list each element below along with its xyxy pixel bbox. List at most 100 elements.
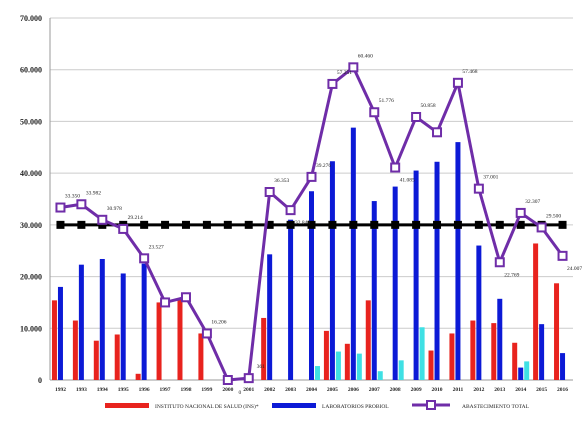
x-tick-label: 2015 — [536, 387, 547, 393]
x-tick-label: 1993 — [76, 387, 87, 393]
bar — [539, 324, 545, 380]
data-label: 33.350 — [65, 194, 80, 200]
bar — [476, 245, 482, 380]
data-label: 37.001 — [483, 175, 498, 181]
bar — [309, 191, 314, 380]
total-marker — [390, 162, 401, 173]
reference-marker — [516, 220, 525, 229]
y-tick-label: 40.000 — [20, 169, 42, 178]
data-label: 50.858 — [421, 103, 436, 109]
reference-marker — [202, 220, 211, 229]
reference-marker — [77, 220, 86, 229]
bar — [434, 161, 440, 380]
reference-marker — [349, 220, 358, 229]
y-tick-label: 60.000 — [20, 66, 42, 75]
bar — [518, 367, 524, 380]
bar — [356, 353, 362, 380]
data-label: 23.527 — [149, 244, 164, 250]
y-tick-label: 50.000 — [20, 117, 42, 126]
total-marker — [306, 171, 317, 182]
reference-marker — [433, 220, 442, 229]
bar — [261, 317, 267, 380]
data-label: 41.085 — [400, 178, 415, 184]
legend-line-marker — [426, 400, 436, 410]
x-tick-label: 1999 — [201, 387, 212, 393]
reference-marker — [286, 220, 295, 229]
bar — [198, 333, 204, 380]
x-tick-label: 2002 — [264, 387, 275, 393]
x-tick-label: 2004 — [306, 387, 317, 393]
x-tick-label: 2016 — [557, 387, 568, 393]
total-marker — [201, 328, 212, 339]
data-label: 29.500 — [546, 213, 561, 219]
x-tick-label: 2014 — [515, 387, 526, 393]
bar — [267, 254, 273, 380]
total-marker — [160, 297, 171, 308]
bar — [177, 298, 183, 380]
reference-marker — [495, 220, 504, 229]
reference-marker — [140, 220, 149, 229]
data-label: 51.776 — [379, 98, 394, 104]
bar — [371, 201, 377, 380]
bar — [512, 342, 518, 380]
y-tick-label: 10.000 — [20, 324, 42, 333]
data-label: 30.978 — [107, 206, 122, 212]
y-tick-label: 30.000 — [20, 221, 42, 230]
legend-swatch — [105, 403, 149, 408]
bar — [455, 142, 461, 380]
bar — [350, 127, 356, 381]
total-marker — [473, 183, 484, 194]
reference-marker — [161, 220, 170, 229]
x-tick-label: 2011 — [453, 387, 464, 393]
x-tick-label: 2007 — [369, 387, 380, 393]
bars-group — [51, 127, 566, 381]
bar — [413, 170, 419, 380]
total-marker — [180, 292, 191, 303]
reference-marker — [453, 220, 462, 229]
reference-marker — [181, 220, 190, 229]
bar — [470, 320, 476, 380]
reference-marker — [558, 220, 567, 229]
bar — [329, 161, 335, 380]
data-label: 361 — [257, 364, 266, 370]
total-marker — [348, 62, 359, 73]
y-tick-label: 0 — [38, 376, 42, 385]
reference-marker — [370, 220, 379, 229]
x-tick-label: 2009 — [411, 387, 422, 393]
bar — [51, 300, 57, 380]
x-tick-label: 2001 — [243, 387, 254, 393]
legend-label: ABASTECIMIENTO TOTAL — [462, 404, 530, 410]
bar — [554, 283, 560, 380]
data-label: 0 — [238, 390, 241, 396]
total-marker — [285, 205, 296, 216]
bar — [93, 340, 99, 380]
total-marker — [327, 78, 338, 89]
total-marker — [452, 77, 463, 88]
x-tick-label: 2003 — [285, 387, 296, 393]
bar — [392, 186, 398, 380]
bar — [344, 343, 350, 380]
total-marker — [494, 257, 505, 268]
y-axis-ticks: 0 10.000 20.000 30.000 40.000 50.000 60.000 70.… — [20, 14, 42, 385]
x-tick-label: 1995 — [118, 387, 129, 393]
bar — [365, 300, 371, 380]
reference-marker — [307, 220, 316, 229]
data-label: 24.007 — [567, 266, 582, 272]
reference-marker — [265, 220, 274, 229]
reference-marker — [474, 220, 483, 229]
bar — [323, 330, 329, 380]
bar — [497, 298, 503, 380]
total-marker — [432, 127, 443, 138]
bar — [491, 323, 497, 380]
bar — [72, 320, 78, 380]
bar — [335, 351, 341, 380]
reference-marker — [56, 220, 65, 229]
legend-label: INSTITUTO NACIONAL DE SALUD (INS)* — [155, 403, 259, 410]
bar — [377, 371, 383, 380]
total-marker — [515, 207, 526, 218]
x-tick-label: 1992 — [55, 387, 66, 393]
bar — [428, 350, 434, 380]
bar — [57, 286, 63, 380]
